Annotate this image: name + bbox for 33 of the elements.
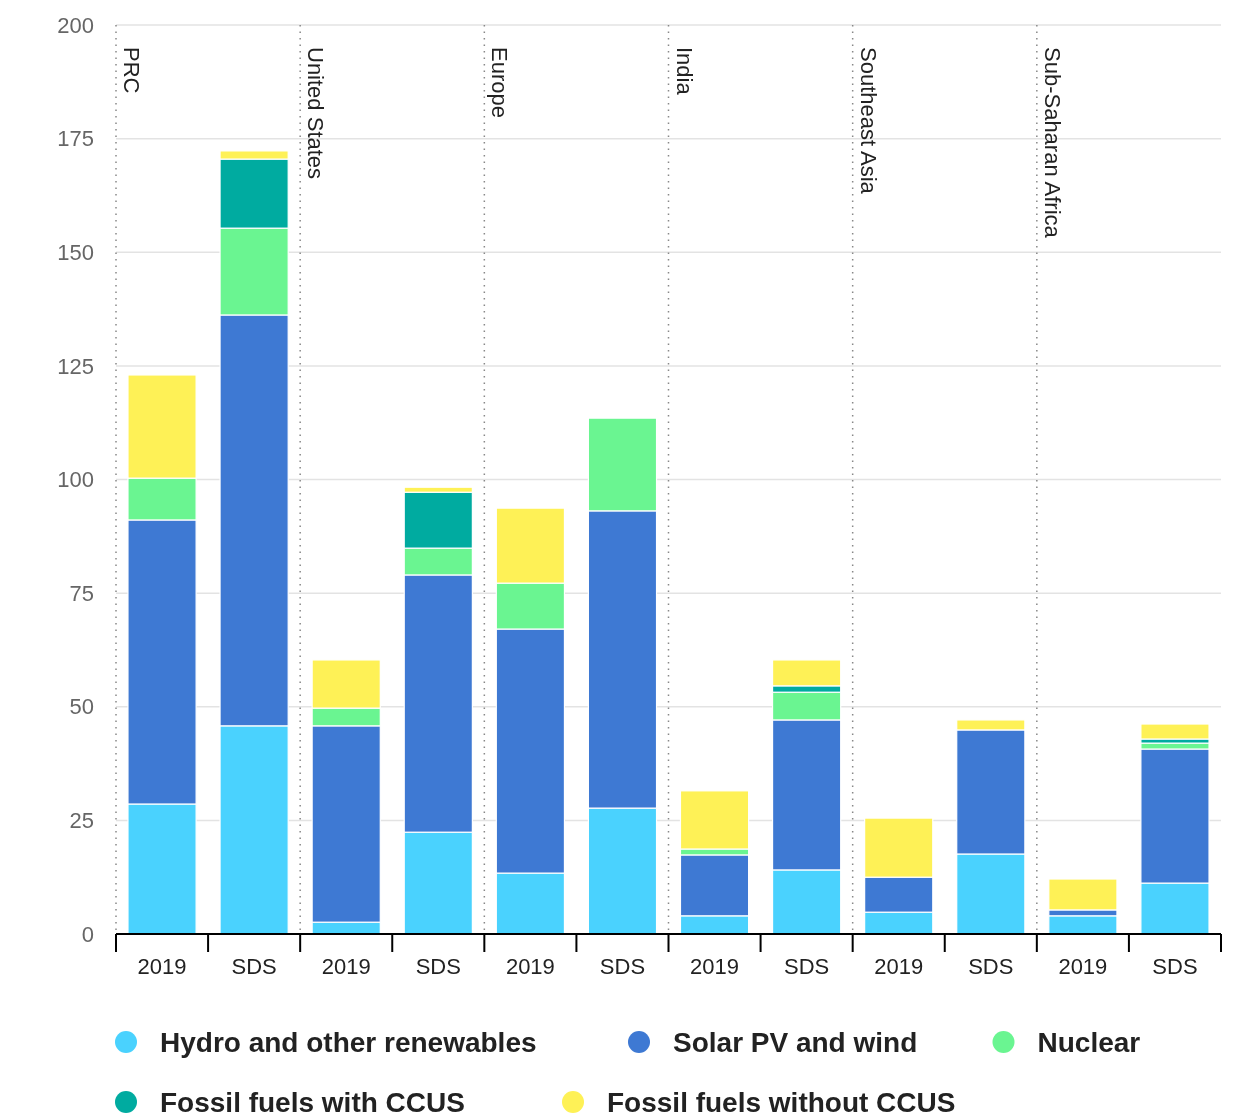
annotation: India [671, 47, 697, 96]
legend-label: Solar PV and wind [673, 1026, 918, 1058]
legend-label: Fossil fuels without CCUS [607, 1086, 956, 1116]
x-tick-label: SDS [599, 954, 646, 979]
x-tick-label: SDS [415, 954, 461, 979]
annotation: PRC [119, 47, 144, 94]
x-tick-label: SDS [1152, 954, 1198, 979]
y-tick-label: 0 [81, 921, 94, 947]
x-tick-label: 2019 [874, 954, 924, 979]
annotation: Europe [487, 47, 513, 118]
x-tick-label: 2019 [321, 954, 371, 979]
y-tick-label: 75 [69, 580, 94, 606]
y-tick-label: 150 [57, 239, 94, 265]
y-tick-label: 50 [69, 694, 94, 720]
x-tick-label: SDS [784, 954, 830, 979]
legend-label: Nuclear [1037, 1026, 1141, 1058]
x-tick-label: SDS [968, 954, 1014, 979]
bar [1140, 723, 1210, 740]
x-tick-label: 2019 [1058, 954, 1108, 979]
y-tick-label: 100 [57, 467, 94, 493]
x-tick-label: 2019 [137, 954, 187, 979]
legend-label: Fossil fuels with CCUS [160, 1086, 465, 1116]
legend-label: Hydro and other renewables [160, 1026, 537, 1058]
annotation: Sub-Saharan Africa [1039, 47, 1065, 239]
annotation: Southeast Asia [855, 47, 881, 195]
annotation: United States [303, 47, 329, 180]
y-tick-label: 175 [57, 126, 94, 152]
x-tick-label: 2019 [690, 954, 740, 979]
x-tick-label: 2019 [505, 954, 555, 979]
x-tick-label: SDS [231, 954, 277, 979]
y-tick-label: 25 [69, 808, 94, 834]
y-tick-label: 200 [57, 12, 94, 38]
y-tick-label: 125 [57, 353, 94, 379]
